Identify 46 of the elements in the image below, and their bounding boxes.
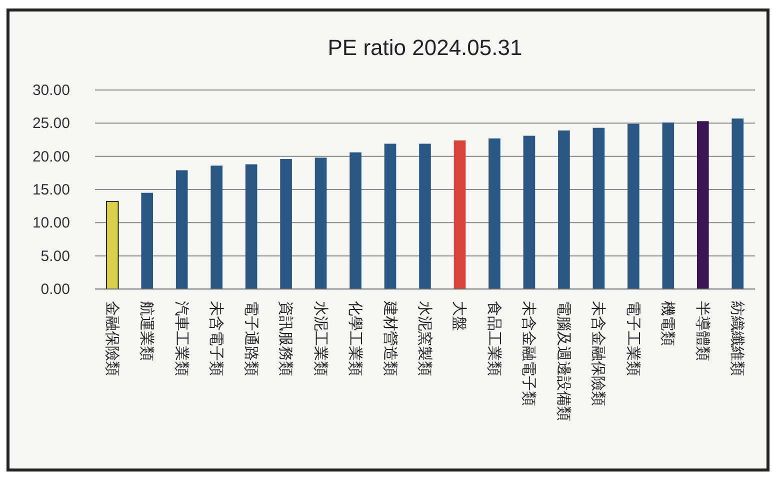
- x-tick-label: 食品工業類: [485, 301, 502, 376]
- bar: [419, 144, 431, 289]
- bar: [592, 128, 605, 289]
- x-tick-label: 資訊服務類: [277, 301, 294, 376]
- x-tick-label: 未含金融保險類: [590, 301, 607, 406]
- x-tick-label: 汽車工業類: [172, 301, 190, 376]
- bar: [662, 122, 674, 289]
- bar: [732, 118, 744, 289]
- y-tick-label: 20.00: [32, 148, 70, 166]
- bar: [454, 140, 466, 289]
- bar: [141, 192, 154, 289]
- bar: [696, 121, 709, 289]
- bar: [176, 170, 188, 289]
- x-tick-label: 電子工業類: [624, 301, 642, 376]
- y-tick-label: 10.00: [32, 214, 70, 232]
- bar: [210, 166, 222, 289]
- bar: [628, 124, 640, 289]
- x-tick-label: 水泥窯製類: [416, 301, 433, 376]
- x-tick-label: 未含電子類: [208, 301, 225, 376]
- y-tick-label: 25.00: [32, 115, 70, 132]
- bar: [384, 144, 396, 289]
- chart-title: PE ratio 2024.05.31: [328, 35, 522, 60]
- x-tick-label: 航運業類: [138, 301, 156, 361]
- bar: [523, 136, 536, 289]
- y-tick-label: 0.00: [40, 281, 70, 298]
- x-tick-label: 金融保險類: [103, 301, 120, 376]
- y-tick-label: 30.00: [32, 82, 70, 99]
- y-tick-label: 15.00: [32, 182, 70, 198]
- x-tick-label: 水泥工業類: [312, 301, 329, 376]
- bar: [106, 200, 119, 290]
- bar: [280, 158, 292, 289]
- x-tick-label: 電子通路類: [242, 301, 260, 376]
- x-tick-label: 建材營造類: [381, 300, 398, 376]
- x-tick-label: 機電類: [659, 301, 676, 346]
- y-tick-label: 5.00: [40, 248, 70, 265]
- x-tick-label: 半導體類: [694, 301, 711, 361]
- bar: [245, 164, 258, 289]
- x-tick-label: 未含金融電子類: [520, 301, 538, 406]
- bar: [488, 138, 500, 289]
- x-tick-label: 大盤: [450, 301, 468, 331]
- bar: [314, 158, 327, 289]
- bar: [350, 152, 362, 289]
- x-tick-label: 紡織纖維類: [728, 301, 746, 376]
- x-tick-label: 化學工業類: [346, 301, 364, 376]
- bar: [558, 130, 570, 289]
- x-tick-label: 電腦及週邊設備類: [554, 301, 572, 421]
